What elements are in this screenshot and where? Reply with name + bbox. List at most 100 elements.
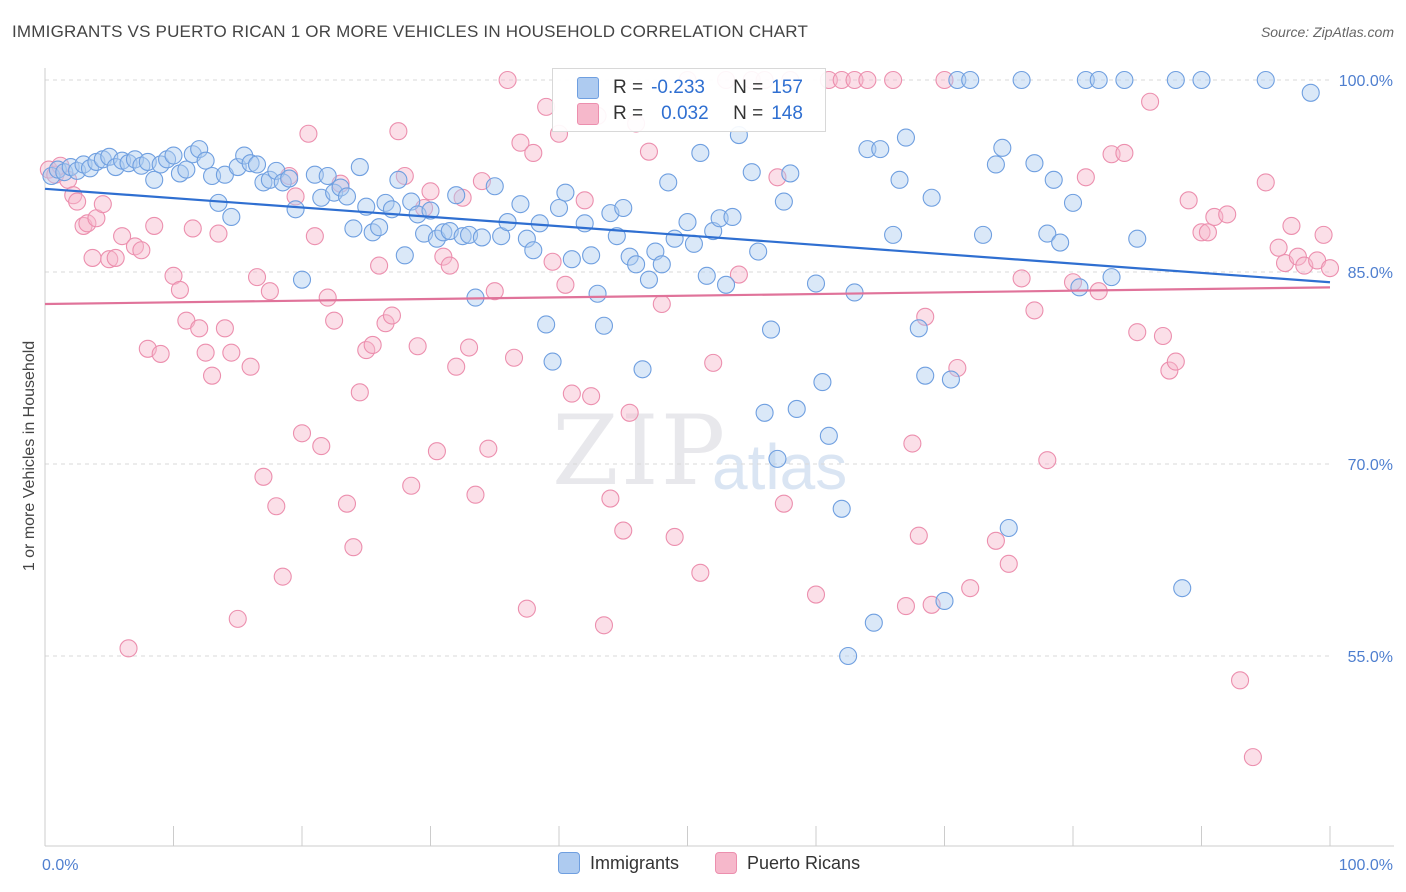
puerto-ricans-point bbox=[1012, 269, 1031, 288]
immigrants-point bbox=[337, 187, 357, 206]
n-value: 148 bbox=[771, 103, 803, 124]
puerto-ricans-point bbox=[100, 250, 119, 269]
immigrants-point bbox=[350, 157, 369, 177]
r-value: 0.032 bbox=[661, 103, 709, 124]
immigrants-point bbox=[697, 266, 716, 285]
puerto-ricans-point bbox=[1314, 225, 1333, 244]
stats-legend-box: R = -0.233 N = 157 R = 0.032 N = 148 bbox=[552, 68, 826, 132]
immigrants-legend-swatch bbox=[558, 852, 580, 874]
puerto-ricans-point bbox=[106, 248, 125, 267]
immigrants-swatch bbox=[577, 77, 599, 99]
immigrants-point bbox=[1173, 579, 1192, 598]
immigrants-point bbox=[556, 183, 575, 202]
immigrants-point bbox=[1301, 83, 1320, 102]
immigrants-point bbox=[1192, 70, 1211, 90]
immigrants-point bbox=[607, 227, 626, 246]
y-tick-label: 85.0% bbox=[1348, 265, 1393, 282]
immigrants-point bbox=[761, 320, 781, 339]
puerto-ricans-point bbox=[228, 609, 247, 628]
immigrants-point bbox=[286, 200, 305, 219]
immigrants-point bbox=[781, 164, 800, 183]
immigrants-point bbox=[749, 242, 768, 261]
puerto-ricans-point bbox=[1160, 361, 1179, 380]
immigrants-point bbox=[922, 188, 941, 207]
tick-labels: 55.0% 70.0% 85.0% 100.0% 0.0% 100.0% bbox=[42, 73, 1393, 874]
puerto-ricans-point bbox=[1128, 323, 1147, 342]
legend-item-puerto-ricans[interactable]: Puerto Ricans bbox=[715, 852, 860, 874]
trend-lines bbox=[44, 187, 1331, 306]
puerto-ricans-point bbox=[1102, 145, 1121, 164]
immigrants-point bbox=[890, 170, 909, 189]
puerto-ricans-point bbox=[485, 282, 504, 301]
puerto-ricans-point bbox=[1038, 451, 1057, 470]
puerto-ricans-point bbox=[704, 353, 723, 372]
puerto-ricans-point bbox=[620, 403, 639, 422]
puerto-ricans-point bbox=[884, 70, 903, 90]
puerto-ricans-point bbox=[1231, 671, 1250, 690]
immigrants-point bbox=[1012, 70, 1031, 90]
immigrants-point bbox=[524, 241, 543, 260]
immigrants-point bbox=[787, 399, 806, 419]
immigrants-point bbox=[1102, 268, 1121, 287]
r-label: R = bbox=[613, 103, 644, 124]
immigrants-point bbox=[80, 159, 100, 178]
puerto-ricans-point bbox=[1025, 301, 1044, 320]
puerto-ricans-point bbox=[363, 335, 382, 355]
immigrants-point bbox=[543, 352, 562, 371]
puerto-ricans-point bbox=[222, 343, 241, 362]
immigrants-point bbox=[691, 143, 710, 163]
immigrants-point bbox=[222, 207, 241, 227]
puerto-ricans-point bbox=[594, 616, 614, 635]
puerto-ricans-point bbox=[832, 70, 851, 90]
puerto-ricans-point bbox=[312, 437, 331, 456]
puerto-ricans-point bbox=[909, 526, 928, 545]
immigrants-point bbox=[716, 275, 736, 294]
chart-title: IMMIGRANTS VS PUERTO RICAN 1 OR MORE VEH… bbox=[12, 22, 809, 41]
immigrants-point bbox=[909, 319, 928, 338]
puerto-ricans-point bbox=[68, 192, 87, 211]
immigrants-point bbox=[742, 163, 761, 182]
immigrants-point bbox=[511, 195, 530, 214]
stats-row-puerto-ricans: R = 0.032 N = 148 bbox=[577, 102, 803, 126]
puerto-ricans-point bbox=[408, 337, 427, 356]
puerto-ricans-point bbox=[376, 314, 395, 333]
puerto-ricans-legend-swatch bbox=[715, 852, 738, 874]
immigrants-point bbox=[196, 151, 215, 170]
immigrants-point bbox=[659, 173, 678, 192]
puerto-ricans-point bbox=[260, 282, 279, 301]
legend-label-puerto-ricans: Puerto Ricans bbox=[747, 852, 861, 873]
immigrants-point bbox=[389, 170, 408, 189]
y-tick-label: 100.0% bbox=[1339, 73, 1393, 90]
puerto-ricans-point bbox=[132, 241, 151, 260]
immigrants-point bbox=[190, 140, 209, 159]
puerto-ricans-point bbox=[896, 597, 916, 616]
legend-label-immigrants: Immigrants bbox=[590, 852, 680, 873]
puerto-ricans-point bbox=[382, 306, 402, 325]
puerto-ricans-point bbox=[1288, 247, 1307, 266]
puerto-ricans-point bbox=[665, 527, 684, 547]
immigrants-point bbox=[453, 227, 472, 246]
puerto-ricans-point bbox=[774, 494, 793, 513]
puerto-ricans-point bbox=[151, 344, 170, 363]
puerto-ricans-point bbox=[556, 275, 575, 294]
immigrants-point bbox=[1038, 224, 1057, 243]
immigrants-point bbox=[447, 186, 466, 205]
puerto-ricans-point bbox=[254, 467, 273, 486]
puerto-ricans-point bbox=[427, 442, 446, 461]
legend-item-immigrants[interactable]: Immigrants bbox=[558, 852, 679, 874]
puerto-ricans-point bbox=[916, 307, 935, 326]
r-label: R = bbox=[613, 77, 644, 98]
puerto-ricans-point bbox=[337, 494, 357, 513]
immigrants-point bbox=[305, 165, 324, 184]
immigrants-point bbox=[1089, 70, 1108, 90]
immigrants-point bbox=[241, 154, 260, 173]
puerto-ricans-point bbox=[729, 265, 748, 284]
puerto-ricans-point bbox=[691, 563, 710, 582]
puerto-ricans-point bbox=[1166, 352, 1185, 371]
immigrants-point bbox=[832, 499, 851, 518]
immigrants-point bbox=[247, 155, 267, 174]
immigrants-point bbox=[517, 229, 536, 248]
puerto-ricans-point bbox=[447, 357, 466, 376]
immigrants-point bbox=[627, 255, 646, 274]
